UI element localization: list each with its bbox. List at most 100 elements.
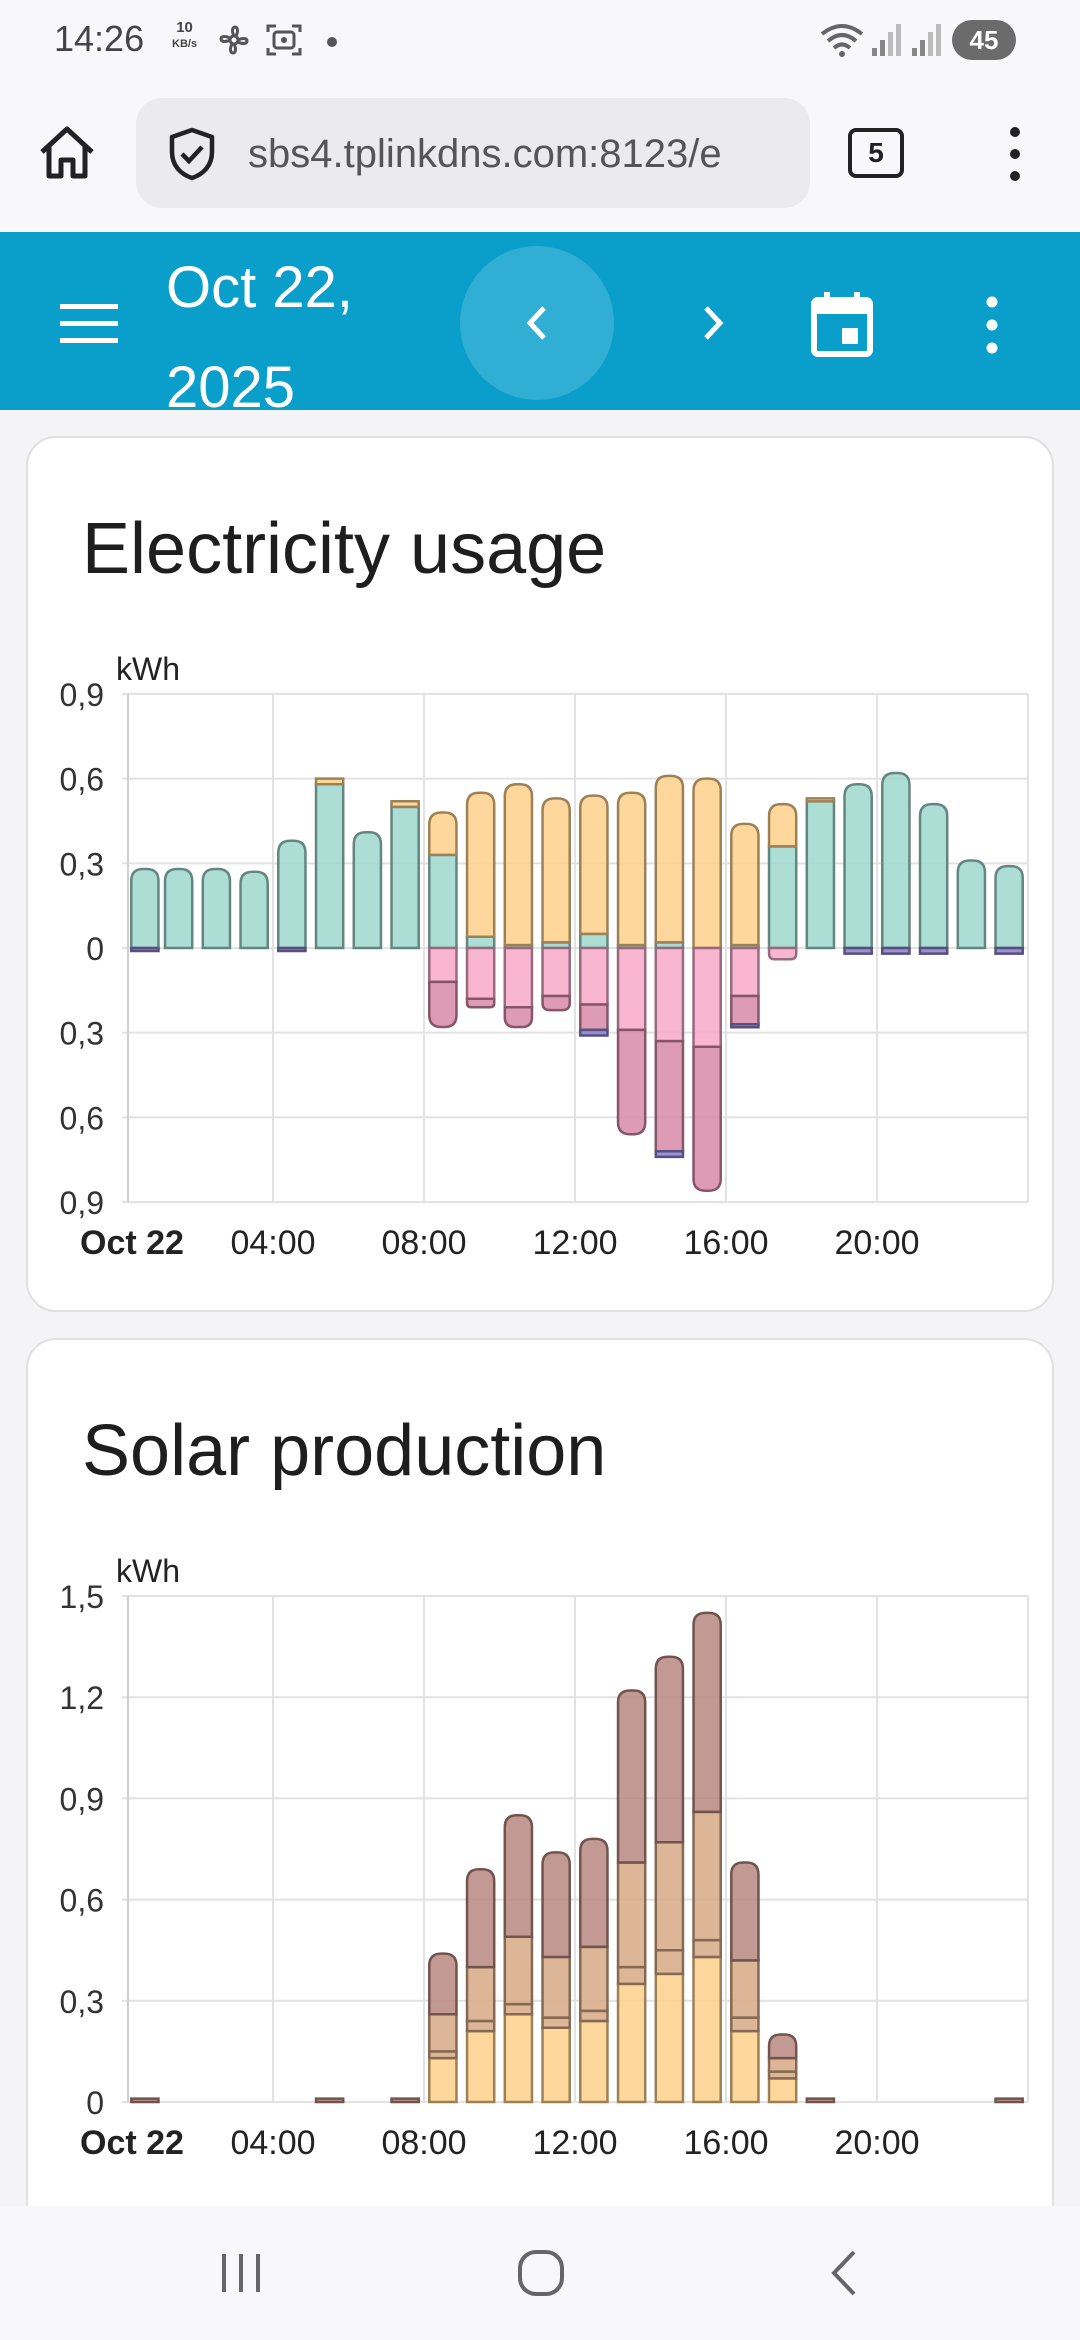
bar-segment [428,2013,458,2053]
bar[interactable] [805,2097,836,2104]
bar-segment [314,777,345,786]
next-day-button[interactable] [636,246,790,400]
recent-apps-icon[interactable] [214,2246,268,2300]
bar-segment [465,1965,496,2023]
bar[interactable] [692,777,722,1192]
bar[interactable] [654,774,685,1159]
bar[interactable] [390,2097,420,2104]
bar[interactable] [352,831,383,950]
back-icon[interactable] [818,2246,872,2300]
bar-segment [163,867,194,950]
bar[interactable] [616,791,647,1136]
bar-segment [654,1972,685,2104]
more-options-icon[interactable] [976,290,1008,360]
bar[interactable] [767,802,798,961]
bar-segment [390,2097,420,2104]
x-tick-label: 16:00 [683,1224,768,1262]
bar[interactable] [130,867,160,953]
tab-switcher-button[interactable]: 5 [848,128,904,178]
bar-segment [579,2019,609,2104]
bar-segment [503,946,534,1009]
y-tick-label: 0,6 [60,1883,104,1919]
network-speed-unit: KB/s [172,38,198,50]
bar-segment [692,1810,722,1942]
bar-segment [730,2016,760,2033]
shield-check-icon[interactable] [164,126,220,182]
bar[interactable] [730,822,760,1029]
hamburger-menu-icon[interactable] [54,294,124,354]
calendar-icon[interactable] [806,288,878,360]
bar-segment [541,2026,571,2104]
electricity-usage-card: Electricity usage kWh 0,9 0,6 0,3 0 0,3 0,6 0,9… [26,436,1054,1312]
bar[interactable] [541,1851,571,2104]
home-icon[interactable] [34,120,100,186]
bar[interactable] [730,1861,760,2104]
bar-segment [805,797,836,803]
bar-segment [503,1935,534,2006]
bar[interactable] [805,797,836,950]
browser-toolbar: sbs4.tplinkdns.com:8123/e 5 [0,80,1080,232]
bar-segment [654,1841,685,1952]
bar-segment [692,1955,722,2104]
bar-segment [277,839,307,950]
bar[interactable] [201,867,232,950]
bar[interactable] [503,1814,534,2104]
bar[interactable] [428,1952,458,2104]
bar-segment [730,946,760,998]
bar-segment [428,811,458,857]
date-title-line1: Oct 22, [166,255,353,320]
bar-segment [541,1955,571,2019]
bar[interactable] [956,859,987,950]
bar[interactable] [239,870,269,950]
bar[interactable] [314,777,345,950]
x-tick-label: Oct 22 [80,2124,184,2162]
address-bar[interactable]: sbs4.tplinkdns.com:8123/e [136,98,810,208]
bar-segment [239,870,269,950]
signal-icon-2 [912,24,941,56]
bar-segment [314,2097,345,2104]
bar[interactable] [465,791,496,1009]
bar[interactable] [163,867,194,950]
bar[interactable] [503,783,534,1029]
bar[interactable] [881,771,911,955]
bar-segment [843,946,873,955]
electricity-usage-title: Electricity usage [82,509,607,589]
bar[interactable] [616,1689,647,2104]
bar[interactable] [994,864,1024,955]
bar[interactable] [918,802,949,955]
home-nav-icon[interactable] [514,2246,568,2300]
bar-segment [390,799,420,809]
bar-segment [654,1039,685,1153]
x-tick-label: 16:00 [683,2124,768,2162]
status-time: 14:26 [54,18,145,59]
bar[interactable] [390,799,420,950]
bar[interactable] [428,811,458,1029]
bar-segment [465,997,496,1009]
bar-segment [541,1851,571,1959]
bar[interactable] [465,1867,496,2104]
bar[interactable] [579,1837,609,2104]
bar[interactable] [994,2097,1024,2104]
bar[interactable] [277,839,307,953]
browser-menu-icon[interactable] [1000,122,1030,186]
bar[interactable] [692,1611,722,2104]
bar[interactable] [130,2097,160,2104]
bar-segment [994,2097,1024,2104]
bar[interactable] [654,1655,685,2104]
bar-segment [465,1867,496,1969]
bar[interactable] [579,794,609,1037]
bar-segment [881,946,911,955]
bar-segment [654,774,685,944]
bar[interactable] [843,783,873,955]
bar-segment [465,946,496,1001]
bar[interactable] [314,2097,345,2104]
bar-segment [654,1655,685,1844]
bar-segment [541,2016,571,2030]
bar[interactable] [767,2033,798,2104]
x-tick-label: 20:00 [834,2124,919,2162]
bar-segment [918,946,949,955]
bar[interactable] [541,797,571,1012]
previous-day-button[interactable] [460,246,614,400]
